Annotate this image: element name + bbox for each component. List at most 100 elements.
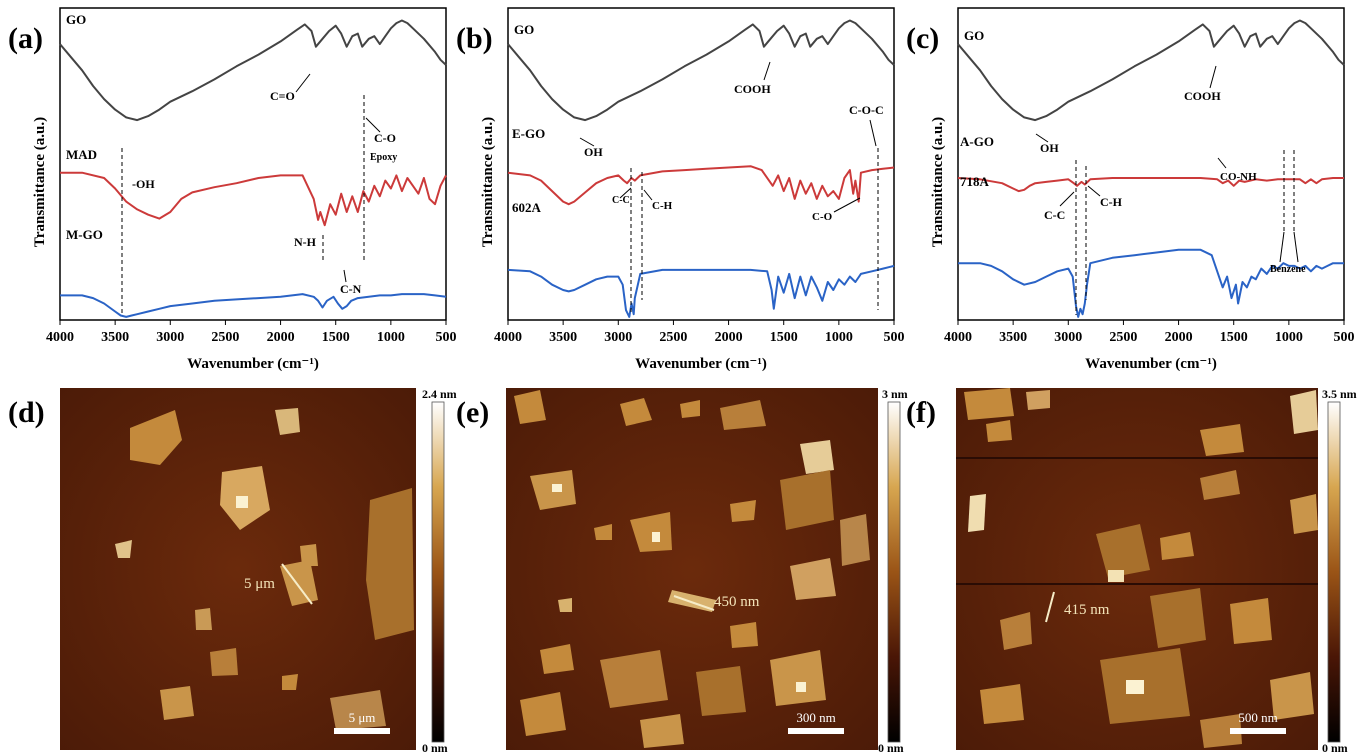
x-axis-label-b: Wavenumber (cm⁻¹) [635, 356, 767, 372]
series-line-718a [958, 250, 1344, 317]
x-tick-label: 4000 [46, 330, 74, 345]
x-ticks-b: 4000 3500 3000 2500 2000 1500 1000 500 [494, 320, 905, 345]
x-tick-label: 2500 [1109, 330, 1137, 345]
arrow-conh [1218, 158, 1226, 168]
flake [780, 470, 834, 530]
plot-frame-b [508, 8, 894, 320]
afm-panel-f: (f) 415 nm 500 nm [906, 387, 1357, 752]
flake [964, 388, 1014, 420]
scalebar-label-d: 5 μm [349, 710, 376, 725]
y-axis-label-c: Transmittance (a.u.) [930, 117, 946, 247]
series-label-go-a: GO [66, 12, 86, 27]
x-ticks-c: 4000 3500 3000 2500 2000 1500 1000 500 [944, 320, 1355, 345]
annotation-oh-b: OH [584, 145, 603, 159]
flake [770, 650, 826, 706]
colorbar-max-e: 3 nm [882, 387, 908, 401]
colorbar-f [1328, 402, 1340, 742]
flake-bright [796, 682, 806, 692]
series-label-ago: A-GO [960, 134, 994, 149]
annotation-cooh-c: COOH [1184, 89, 1221, 103]
annotation-nh: N-H [294, 235, 317, 249]
series-line-602a [508, 266, 894, 317]
x-tick-label: 2500 [659, 330, 687, 345]
x-tick-label: 500 [436, 330, 457, 345]
x-tick-label: 2000 [267, 330, 295, 345]
arrow-benzene-2 [1294, 232, 1298, 262]
afm-panel-e: (e) 450 [456, 387, 908, 752]
annotation-ch-c: C-H [1100, 195, 1123, 209]
series-group-a [60, 21, 446, 317]
ftir-panel-c: (c) Transmittance (a.u.) 4000 3500 3000 250… [906, 8, 1355, 372]
y-axis-label-b: Transmittance (a.u.) [480, 117, 496, 247]
x-tick-label: 1000 [377, 330, 405, 345]
arrow-c-o-a [366, 118, 380, 132]
annotation-oh-a: -OH [132, 177, 155, 191]
series-label-mgo: M-GO [66, 227, 103, 242]
arrow-cooh-c [1210, 66, 1216, 88]
flake-bright [236, 496, 248, 508]
x-axis-label-c: Wavenumber (cm⁻¹) [1085, 356, 1217, 372]
x-tick-label: 3000 [156, 330, 184, 345]
panel-label-a: (a) [8, 22, 43, 55]
panel-label-e: (e) [456, 396, 489, 429]
x-tick-label: 1500 [322, 330, 350, 345]
arrow-cooh-b [764, 62, 770, 80]
x-tick-label: 2000 [1165, 330, 1193, 345]
series-label-ego: E-GO [512, 126, 545, 141]
x-tick-label: 1000 [825, 330, 853, 345]
scalebar-d [334, 728, 390, 734]
flake [1230, 598, 1272, 644]
colorbar-max-d: 2.4 nm [422, 387, 457, 401]
x-tick-label: 1500 [1220, 330, 1248, 345]
flake-bright [1126, 680, 1144, 694]
flake [210, 648, 238, 676]
panel-label-d: (d) [8, 396, 45, 429]
annotation-co-b: C-O [812, 211, 833, 223]
x-tick-label: 1000 [1275, 330, 1303, 345]
annotation-oh-c: OH [1040, 141, 1059, 155]
series-line-e-go [508, 166, 894, 204]
flake [366, 488, 414, 640]
series-line-m-go [60, 294, 446, 317]
colorbar-min-f: 0 nm [1322, 741, 1348, 752]
flake-bright [652, 532, 660, 542]
panel-label-b: (b) [456, 22, 493, 55]
flake [558, 598, 572, 612]
flake [640, 714, 684, 748]
x-tick-label: 1500 [770, 330, 798, 345]
colorbar-d [432, 402, 444, 742]
annotation-ch-b: C-H [652, 200, 673, 212]
series-label-602a: 602A [512, 200, 542, 215]
colorbar-min-d: 0 nm [422, 741, 448, 752]
flake [282, 674, 298, 690]
x-tick-label: 3000 [1054, 330, 1082, 345]
series-label-go-c: GO [964, 28, 984, 43]
y-axis-label-a: Transmittance (a.u.) [32, 117, 48, 247]
x-tick-label: 2000 [715, 330, 743, 345]
x-tick-label: 4000 [494, 330, 522, 345]
arrow-coc [870, 120, 876, 146]
x-ticks-a: 4000 3500 3000 2500 2000 1500 1000 500 [46, 320, 457, 345]
arrow-benzene-1 [1280, 232, 1284, 262]
arrow-c-eq-o [296, 74, 310, 92]
series-label-mad: MAD [66, 147, 97, 162]
arrow-co-b [834, 198, 860, 212]
scalebar-label-e: 300 nm [796, 710, 835, 725]
annotation-c-eq-o: C=O [270, 89, 295, 103]
x-tick-label: 500 [1334, 330, 1355, 345]
annotation-cooh-b: COOH [734, 82, 771, 96]
panel-label-f: (f) [906, 396, 936, 429]
measure-label-e: 450 nm [714, 594, 760, 610]
annotation-cc-c: C-C [1044, 208, 1065, 222]
flake [1290, 390, 1318, 434]
flake [195, 608, 212, 630]
arrow-cc-c [1060, 192, 1074, 206]
x-tick-label: 4000 [944, 330, 972, 345]
flake [968, 494, 986, 532]
annotation-coc: C-O-C [849, 103, 884, 117]
x-tick-label: 500 [884, 330, 905, 345]
series-label-718a: 718A [960, 174, 990, 189]
x-tick-label: 3500 [549, 330, 577, 345]
series-line-a-go [958, 178, 1344, 191]
